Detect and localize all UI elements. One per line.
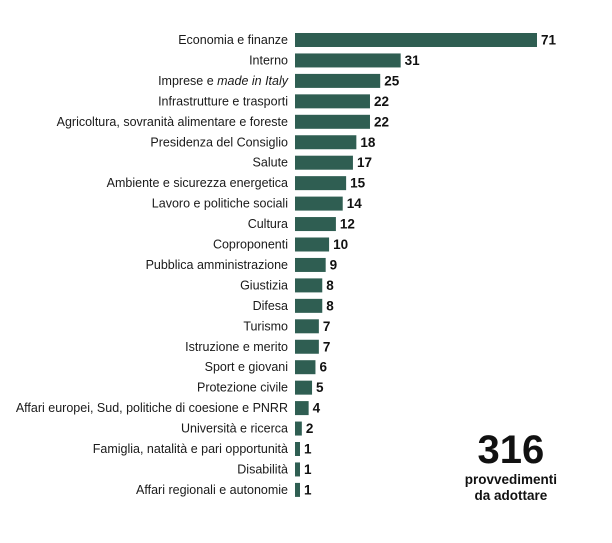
category-label-infrastrutture-e-trasporti: Infrastrutture e trasporti [158,94,288,108]
category-label-agricoltura-sovranita-alimentare-e-foreste: Agricoltura, sovranità alimentare e fore… [57,115,288,129]
category-label-famiglia-natalita-e-pari-opportunita: Famiglia, natalità e pari opportunità [93,442,288,456]
value-label-giustizia: 8 [326,278,334,293]
value-label-turismo: 7 [323,319,331,334]
value-label-pubblica-amministrazione: 9 [330,257,338,272]
category-label-ambiente-e-sicurezza-energetica: Ambiente e sicurezza energetica [107,176,288,190]
category-label-presidenza-del-consiglio: Presidenza del Consiglio [150,135,288,149]
bar-protezione-civile [295,380,313,395]
category-label-pubblica-amministrazione: Pubblica amministrazione [146,258,288,272]
category-label-coproponenti: Coproponenti [213,238,288,252]
bar-coproponenti [295,237,330,252]
value-label-infrastrutture-e-trasporti: 22 [374,94,389,109]
value-label-economia-e-finanze: 71 [541,33,557,48]
total-caption-line2: da adottare [474,488,548,503]
bar-affari-regionali-e-autonomie [295,482,300,497]
bar-lavoro-e-politiche-sociali [295,196,343,211]
value-label-famiglia-natalita-e-pari-opportunita: 1 [304,442,312,457]
category-label-lavoro-e-politiche-sociali: Lavoro e politiche sociali [152,197,288,211]
value-label-universita-e-ricerca: 2 [306,421,314,436]
bar-sport-e-giovani [295,360,316,375]
category-label-difesa: Difesa [253,299,288,313]
category-label-imprese-e-made-in-italy: Imprese e made in Italy [158,74,289,88]
category-label-disabilita: Disabilità [237,462,288,476]
total-caption-line1: provvedimenti [464,472,557,487]
bar-presidenza-del-consiglio [295,135,357,150]
category-label-protezione-civile: Protezione civile [197,381,288,395]
value-label-affari-regionali-e-autonomie: 1 [304,482,312,497]
category-label-universita-e-ricerca: Università e ricerca [181,422,288,436]
total-number: 316 [477,428,545,472]
bar-turismo [295,319,319,334]
value-label-istruzione-e-merito: 7 [323,339,331,354]
bar-difesa [295,298,323,313]
category-label-affari-europei-sud-politiche-di-coesione-e-pnrr: Affari europei, Sud, politiche di coesio… [16,401,288,415]
category-label-turismo: Turismo [243,319,288,333]
category-label-interno: Interno [249,53,288,67]
value-label-affari-europei-sud-politiche-di-coesione-e-pnrr: 4 [313,401,321,416]
bar-famiglia-natalita-e-pari-opportunita [295,442,300,456]
value-label-interno: 31 [405,53,421,68]
value-label-lavoro-e-politiche-sociali: 14 [347,196,363,211]
bar-economia-e-finanze [295,33,537,47]
bar-disabilita [295,462,300,477]
bar-universita-e-ricerca [295,421,302,436]
bar-ambiente-e-sicurezza-energetica [295,176,347,191]
value-label-protezione-civile: 5 [316,380,324,395]
bar-agricoltura-sovranita-alimentare-e-foreste [295,114,370,129]
value-label-presidenza-del-consiglio: 18 [360,135,376,150]
bar-cultura [295,217,336,232]
category-label-sport-e-giovani: Sport e giovani [205,360,288,374]
bar-giustizia [295,278,323,293]
value-label-ambiente-e-sicurezza-energetica: 15 [350,176,366,191]
value-label-coproponenti: 10 [333,237,348,252]
total-callout: 316 provvedimenti da adottare [465,428,557,504]
bar-salute [295,155,353,170]
bar-interno [295,53,401,68]
bar-imprese-e-made-in-italy [295,73,381,88]
value-label-salute: 17 [357,155,372,170]
bar-affari-europei-sud-politiche-di-coesione-e-pnrr [295,401,309,416]
category-label-affari-regionali-e-autonomie: Affari regionali e autonomie [136,483,288,497]
value-label-imprese-e-made-in-italy: 25 [384,73,400,88]
value-label-sport-e-giovani: 6 [319,360,327,375]
value-label-disabilita: 1 [304,462,312,477]
value-label-agricoltura-sovranita-alimentare-e-foreste: 22 [374,114,389,129]
category-label-salute: Salute [253,156,288,170]
category-label-istruzione-e-merito: Istruzione e merito [185,340,288,354]
bar-infrastrutture-e-trasporti [295,94,370,109]
category-label-cultura: Cultura [248,217,288,231]
bar-istruzione-e-merito [295,339,319,354]
value-label-cultura: 12 [340,217,355,232]
category-label-giustizia: Giustizia [240,278,288,292]
bar-pubblica-amministrazione [295,257,326,272]
value-label-difesa: 8 [326,298,334,313]
category-label-economia-e-finanze: Economia e finanze [178,33,288,47]
